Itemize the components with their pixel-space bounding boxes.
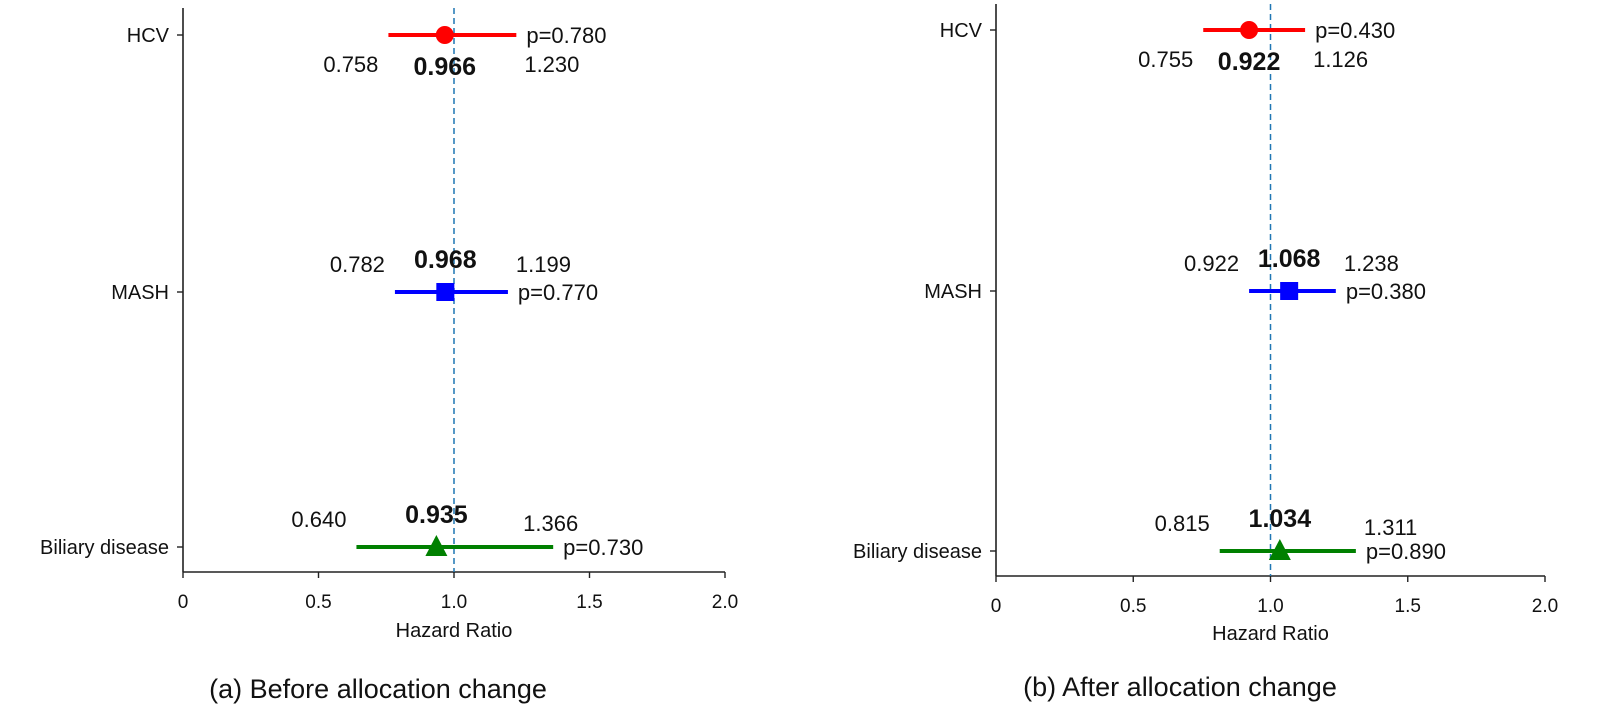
ci-lower-label: 0.758 xyxy=(323,52,378,77)
x-tick-label: 0.5 xyxy=(305,592,331,613)
hazard-ratio-label: 1.068 xyxy=(1258,245,1321,273)
ci-upper-label: 1.311 xyxy=(1364,515,1417,540)
x-tick-label: 0 xyxy=(178,592,189,613)
x-tick-label: 2.0 xyxy=(712,592,738,613)
ci-upper-label: 1.126 xyxy=(1313,47,1368,72)
p-value-label: p=0.380 xyxy=(1346,279,1426,304)
x-tick-label: 0 xyxy=(991,596,1002,617)
y-tick-label: MASH xyxy=(924,281,982,303)
p-value-label: p=0.890 xyxy=(1366,539,1446,564)
hazard-ratio-label: 0.968 xyxy=(414,246,477,274)
x-tick-label: 1.0 xyxy=(441,592,467,613)
ci-lower-label: 0.755 xyxy=(1138,47,1193,72)
y-tick-label: Biliary disease xyxy=(853,541,982,563)
hazard-ratio-label: 0.922 xyxy=(1218,48,1281,76)
x-tick-label: 1.5 xyxy=(1395,596,1421,617)
ci-upper-label: 1.199 xyxy=(516,252,571,277)
ci-upper-label: 1.366 xyxy=(523,511,578,536)
x-tick-label: 2.0 xyxy=(1532,596,1558,617)
y-tick-label: HCV xyxy=(940,20,983,42)
hazard-ratio-label: 0.966 xyxy=(414,53,477,81)
x-tick-label: 1.0 xyxy=(1257,596,1283,617)
ci-upper-label: 1.230 xyxy=(524,52,579,77)
ci-lower-label: 0.782 xyxy=(330,252,385,277)
hazard-ratio-label: 1.034 xyxy=(1249,505,1312,533)
y-tick-label: Biliary disease xyxy=(40,537,169,559)
hazard-ratio-marker-triangle xyxy=(425,535,448,556)
ci-lower-label: 0.815 xyxy=(1155,511,1210,536)
y-tick-label: MASH xyxy=(111,282,169,304)
hazard-ratio-marker-square xyxy=(1280,282,1299,300)
p-value-label: p=0.730 xyxy=(563,535,643,560)
ci-lower-label: 0.922 xyxy=(1184,251,1239,276)
x-tick-label: 0.5 xyxy=(1120,596,1146,617)
hazard-ratio-marker-triangle xyxy=(1268,539,1291,560)
hazard-ratio-marker-square xyxy=(436,283,455,301)
hazard-ratio-marker-circle xyxy=(1240,21,1259,39)
p-value-label: p=0.430 xyxy=(1315,18,1395,43)
ci-upper-label: 1.238 xyxy=(1344,251,1399,276)
y-tick-label: HCV xyxy=(127,25,170,47)
x-axis-label: Hazard Ratio xyxy=(396,620,513,642)
hazard-ratio-marker-circle xyxy=(435,26,454,44)
ci-lower-label: 0.640 xyxy=(291,507,346,532)
p-value-label: p=0.770 xyxy=(518,280,598,305)
x-tick-label: 1.5 xyxy=(576,592,602,613)
panel-title: (a) Before allocation change xyxy=(209,674,547,704)
panel-title: (b) After allocation change xyxy=(1023,672,1337,702)
p-value-label: p=0.780 xyxy=(526,23,606,48)
x-axis-label: Hazard Ratio xyxy=(1212,623,1329,645)
hazard-ratio-label: 0.935 xyxy=(405,501,468,529)
